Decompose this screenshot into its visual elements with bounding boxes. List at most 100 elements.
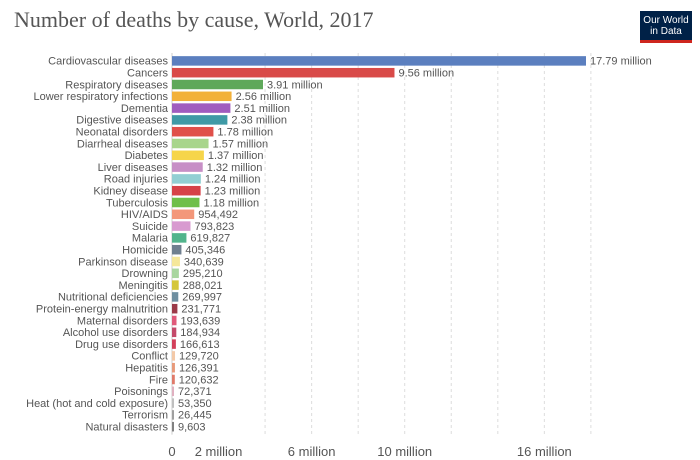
category-label: Liver diseases <box>98 162 169 174</box>
gridlines <box>171 53 592 435</box>
value-label: 166,613 <box>180 339 220 351</box>
value-label: 405,346 <box>185 245 225 257</box>
value-label: 619,827 <box>190 233 230 245</box>
value-label: 184,934 <box>180 327 220 339</box>
x-tick-label: 10 million <box>377 444 432 459</box>
value-label: 2.56 million <box>236 91 292 103</box>
value-label: 9,603 <box>178 422 206 434</box>
bar[interactable] <box>172 362 175 373</box>
x-axis-tick-labels: 0 2 million 6 million 10 million 16 million <box>168 444 571 459</box>
x-tick-label: 16 million <box>517 444 572 459</box>
bar[interactable] <box>172 233 187 243</box>
category-label: Alcohol use disorders <box>63 327 169 339</box>
category-label: Suicide <box>132 221 168 233</box>
logo-line-2: in Data <box>650 26 682 37</box>
category-label: Natural disasters <box>85 422 168 434</box>
category-label: Diarrheal diseases <box>77 138 169 150</box>
bar[interactable] <box>172 150 204 161</box>
category-label: Conflict <box>131 351 168 363</box>
bar[interactable] <box>172 185 201 196</box>
bar[interactable] <box>172 327 177 338</box>
bar[interactable] <box>172 221 191 231</box>
value-label: 1.18 million <box>203 197 259 209</box>
value-label: 793,823 <box>194 221 234 233</box>
x-tick-label: 0 <box>168 444 175 459</box>
category-label: Parkinson disease <box>78 256 168 268</box>
bar[interactable] <box>172 103 231 113</box>
value-label: 295,210 <box>183 268 223 280</box>
value-label: 9.56 million <box>398 68 454 80</box>
bar[interactable] <box>172 174 201 184</box>
category-label: Tuberculosis <box>106 197 168 209</box>
category-label: Hepatitis <box>125 363 168 375</box>
category-label: Cancers <box>127 68 168 80</box>
bar[interactable] <box>172 280 179 290</box>
category-label: Meningitis <box>118 280 168 292</box>
value-label: 1.24 million <box>205 174 261 186</box>
bar[interactable] <box>172 292 179 302</box>
bar[interactable] <box>172 79 263 90</box>
category-label: Drug use disorders <box>75 339 168 351</box>
category-label: Dementia <box>121 103 169 115</box>
bar[interactable] <box>172 67 395 78</box>
our-world-in-data-logo[interactable]: Our World in Data <box>640 11 692 43</box>
bar[interactable] <box>172 315 177 326</box>
bar[interactable] <box>172 197 200 208</box>
bar[interactable] <box>172 256 180 267</box>
bar[interactable] <box>172 91 232 102</box>
value-label: 129,720 <box>179 351 219 363</box>
bar[interactable] <box>172 339 176 349</box>
value-label: 1.32 million <box>207 162 263 174</box>
value-label: 17.79 million <box>590 56 652 68</box>
category-label: Drowning <box>122 268 168 280</box>
bar[interactable] <box>172 421 174 432</box>
category-label: Heat (hot and cold exposure) <box>26 398 168 410</box>
category-label: Road injuries <box>104 174 169 186</box>
value-label: 1.78 million <box>217 127 273 139</box>
value-label: 231,771 <box>181 304 221 316</box>
bar[interactable] <box>172 56 586 66</box>
bar[interactable] <box>172 351 176 361</box>
value-label: 288,021 <box>183 280 223 292</box>
value-label: 269,997 <box>182 292 222 304</box>
category-label: Homicide <box>122 245 168 257</box>
value-label: 120,632 <box>179 374 219 386</box>
bar[interactable] <box>172 386 174 397</box>
value-label: 2.38 million <box>231 115 287 127</box>
category-label: Poisonings <box>114 386 168 398</box>
x-tick-label: 6 million <box>288 444 336 459</box>
category-label: Neonatal disorders <box>76 127 169 139</box>
bar[interactable] <box>172 398 174 408</box>
category-label: Cardiovascular diseases <box>48 56 168 68</box>
value-label: 126,391 <box>179 363 219 375</box>
x-tick-label: 2 million <box>195 444 243 459</box>
bar[interactable] <box>172 138 209 149</box>
category-label: Maternal disorders <box>77 315 169 327</box>
chart-title: Number of deaths by cause, World, 2017 <box>14 7 374 32</box>
bar[interactable] <box>172 209 195 220</box>
value-label: 3.91 million <box>267 79 323 91</box>
value-label: 954,492 <box>198 209 238 221</box>
value-label: 2.51 million <box>234 103 290 115</box>
category-label: Respiratory diseases <box>65 79 168 91</box>
bar[interactable] <box>172 162 203 172</box>
bar[interactable] <box>172 268 179 279</box>
category-label: Nutritional deficiencies <box>58 292 169 304</box>
bar[interactable] <box>172 303 178 314</box>
bar[interactable] <box>172 374 175 385</box>
bar[interactable] <box>172 126 214 137</box>
category-label: Diabetes <box>125 150 169 162</box>
category-label: Digestive diseases <box>76 115 168 127</box>
bar[interactable] <box>172 244 182 255</box>
value-label: 72,371 <box>178 386 212 398</box>
bar[interactable] <box>172 115 228 125</box>
category-label: Protein-energy malnutrition <box>36 304 168 316</box>
logo-line-1: Our World <box>643 15 689 26</box>
value-label: 53,350 <box>178 398 212 410</box>
value-label: 340,639 <box>184 256 224 268</box>
value-label: 1.37 million <box>208 150 264 162</box>
bar-series <box>172 56 586 432</box>
bar[interactable] <box>172 410 174 420</box>
category-labels: Cardiovascular diseasesCancersRespirator… <box>26 56 169 434</box>
